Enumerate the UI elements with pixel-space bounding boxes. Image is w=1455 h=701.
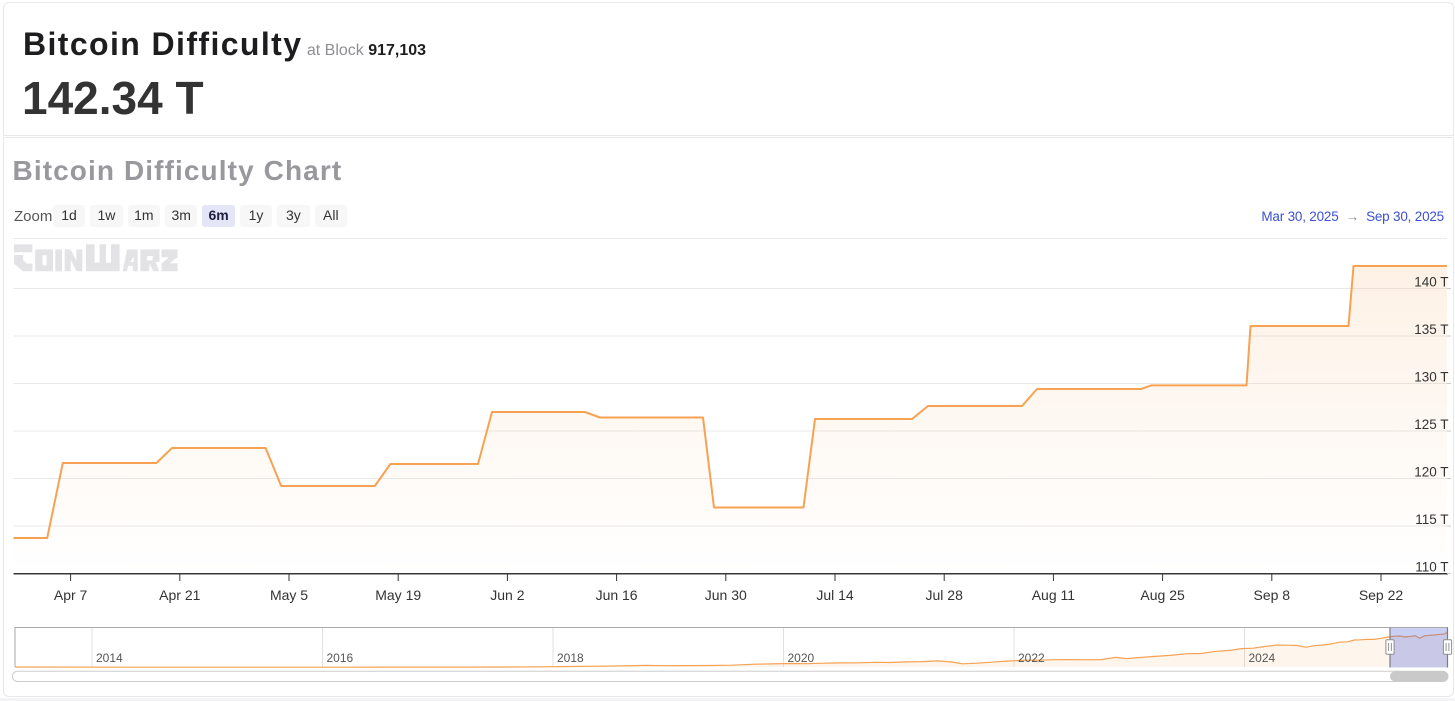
svg-text:2020: 2020 [788, 651, 815, 665]
svg-text:2024: 2024 [1249, 651, 1276, 665]
svg-text:125 T: 125 T [1414, 417, 1448, 432]
svg-text:May 5: May 5 [270, 587, 308, 603]
svg-text:2016: 2016 [327, 651, 354, 665]
svg-text:135 T: 135 T [1414, 322, 1448, 337]
svg-text:Jun 30: Jun 30 [705, 587, 747, 603]
svg-text:120 T: 120 T [1414, 465, 1448, 480]
svg-text:Jun 2: Jun 2 [490, 587, 524, 603]
svg-text:130 T: 130 T [1414, 370, 1448, 385]
svg-text:Sep 22: Sep 22 [1359, 587, 1404, 603]
svg-text:140 T: 140 T [1414, 275, 1448, 290]
svg-text:Jul 28: Jul 28 [926, 587, 964, 603]
svg-text:Apr 7: Apr 7 [54, 587, 88, 603]
svg-text:Aug 11: Aug 11 [1032, 587, 1076, 603]
svg-text:2018: 2018 [557, 651, 584, 665]
svg-text:Jul 14: Jul 14 [816, 587, 854, 603]
svg-text:115 T: 115 T [1415, 512, 1448, 527]
svg-text:Apr 21: Apr 21 [159, 587, 200, 603]
svg-text:Aug 25: Aug 25 [1140, 587, 1185, 603]
svg-text:Jun 16: Jun 16 [596, 587, 638, 603]
svg-text:2022: 2022 [1018, 651, 1045, 665]
svg-text:May 19: May 19 [375, 587, 421, 603]
svg-text:2014: 2014 [96, 651, 123, 665]
svg-text:Sep 8: Sep 8 [1254, 587, 1291, 603]
svg-text:110 T: 110 T [1415, 560, 1448, 575]
